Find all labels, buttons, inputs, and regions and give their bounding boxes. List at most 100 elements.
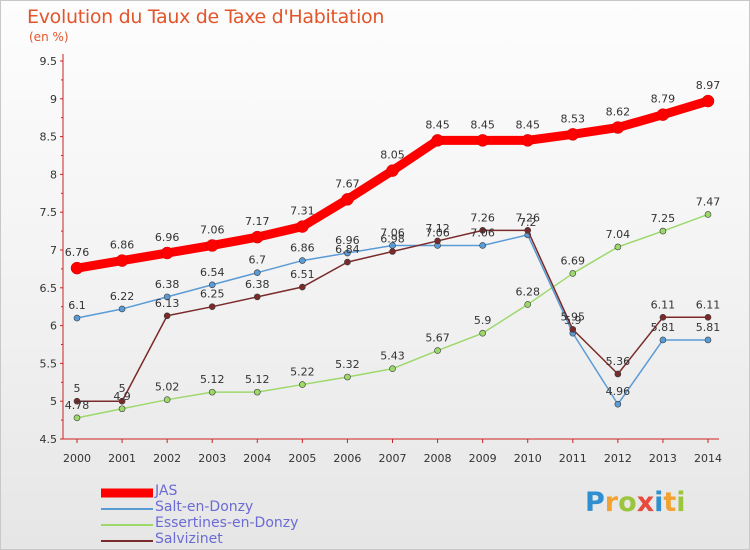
data-label-jas: 7.17 [245, 215, 270, 228]
x-tick-label: 2014 [694, 452, 722, 465]
data-label-salt-en-donzy: 5.81 [651, 321, 676, 334]
x-tick-label: 2001 [108, 452, 136, 465]
data-label-essertines-en-donzy: 5.32 [335, 358, 360, 371]
y-tick-label: 8 [50, 168, 57, 181]
legend-swatch-salt-en-donzy [101, 508, 153, 510]
data-point-salt-en-donzy [614, 400, 622, 408]
data-point-essertines-en-donzy [704, 211, 712, 218]
data-point-salvizinet [118, 397, 126, 405]
data-point-salvizinet [524, 227, 532, 234]
data-label-essertines-en-donzy: 7.47 [696, 195, 721, 208]
data-label-jas: 6.96 [155, 231, 180, 244]
legend-swatch-jas [101, 488, 153, 498]
data-point-jas [431, 134, 444, 147]
y-tick-label: 9.5 [40, 55, 58, 68]
data-point-salt-en-donzy [704, 336, 712, 344]
data-label-jas: 8.45 [425, 118, 450, 131]
legend-label: JAS [155, 483, 178, 499]
x-tick-label: 2005 [288, 452, 316, 465]
data-label-jas: 8.97 [696, 79, 721, 92]
data-label-salt-en-donzy: 6.22 [110, 290, 135, 303]
data-label-salvizinet: 5 [119, 382, 126, 395]
data-point-jas [656, 108, 670, 121]
data-label-jas: 7.31 [290, 205, 315, 218]
data-label-salvizinet: 6.11 [696, 298, 721, 311]
data-point-jas [160, 246, 174, 260]
x-tick-label: 2012 [604, 452, 632, 465]
x-tick-label: 2009 [469, 452, 497, 465]
data-point-jas [476, 134, 489, 147]
data-label-salvizinet: 5.36 [606, 355, 631, 368]
data-point-essertines-en-donzy [163, 396, 171, 403]
data-point-jas [386, 164, 399, 177]
data-label-essertines-en-donzy: 7.25 [651, 212, 676, 225]
brand-logo: Proxiti [585, 487, 686, 518]
data-label-salvizinet: 5 [74, 382, 81, 395]
data-label-essertines-en-donzy: 6.28 [515, 285, 540, 298]
x-tick-label: 2008 [424, 452, 452, 465]
chart-title: Evolution du Taux de Taxe d'Habitation [27, 6, 385, 28]
y-tick-label: 9 [50, 93, 57, 106]
data-labels-layer: 6.76 6.86 6.96 7.06 7.17 7.31 7.67 8.05 8.45 8.45… [65, 79, 721, 412]
data-point-salvizinet [389, 248, 396, 255]
data-point-salt-en-donzy [208, 281, 216, 289]
data-point-essertines-en-donzy [73, 414, 81, 422]
data-point-salt-en-donzy [344, 249, 351, 257]
x-tick-label: 2010 [514, 452, 542, 465]
data-point-salvizinet [479, 227, 486, 234]
legend-swatch-salvizinet [101, 540, 153, 542]
data-label-salt-en-donzy: 5.9 [564, 314, 582, 327]
chart-subtitle: (en %) [29, 30, 69, 44]
y-tick-label: 5 [50, 395, 57, 408]
data-point-salt-en-donzy [163, 293, 171, 301]
data-label-essertines-en-donzy: 7.04 [606, 228, 631, 241]
data-point-jas [341, 193, 354, 206]
data-label-salvizinet: 6.38 [245, 278, 270, 291]
legend-swatch-essertines-en-donzy [101, 524, 153, 526]
data-label-essertines-en-donzy: 4.9 [113, 390, 131, 403]
data-label-jas: 7.67 [335, 177, 360, 190]
series-layer [70, 94, 715, 422]
data-label-essertines-en-donzy: 6.69 [561, 254, 586, 267]
legend-label: Salvizinet [155, 531, 223, 547]
data-point-jas [251, 230, 264, 244]
x-tick-label: 2004 [243, 452, 271, 465]
axes: 4.5 5 5.5 6 6.5 7 7.5 8 8.5 9 9.5 2000 2001 2002 2003 2… [40, 54, 722, 465]
data-point-essertines-en-donzy [344, 373, 351, 381]
data-point-jas [611, 121, 625, 134]
data-label-salt-en-donzy: 7.06 [470, 226, 495, 239]
x-tick-label: 2003 [198, 452, 226, 465]
legend-label: Essertines-en-Donzy [155, 515, 299, 531]
data-point-salt-en-donzy [659, 336, 667, 344]
data-point-essertines-en-donzy [208, 388, 216, 396]
data-point-essertines-en-donzy [569, 270, 577, 277]
y-tick-label: 7.5 [40, 206, 58, 219]
data-point-jas [296, 220, 309, 233]
data-label-salvizinet: 7.26 [470, 211, 495, 224]
data-label-salvizinet: 7.26 [515, 211, 540, 224]
data-point-salvizinet [253, 293, 261, 301]
data-point-salvizinet [163, 312, 171, 320]
data-point-salvizinet [73, 397, 81, 405]
data-label-salt-en-donzy: 6.96 [335, 234, 360, 247]
data-label-salvizinet: 6.11 [651, 298, 676, 311]
data-label-jas: 7.06 [200, 223, 225, 236]
data-point-jas [521, 134, 534, 147]
data-point-essertines-en-donzy [253, 388, 261, 396]
y-tick-label: 8.5 [40, 131, 58, 144]
data-label-salvizinet: 6.84 [335, 243, 360, 256]
data-point-essertines-en-donzy [479, 329, 486, 337]
data-label-jas: 8.45 [515, 118, 540, 131]
data-label-salt-en-donzy: 4.96 [606, 385, 631, 398]
series-line-salt-en-donzy [76, 234, 709, 405]
data-point-salt-en-donzy [118, 305, 126, 313]
data-label-jas: 8.45 [470, 118, 495, 131]
data-point-essertines-en-donzy [614, 243, 622, 251]
data-point-essertines-en-donzy [299, 381, 306, 388]
data-label-essertines-en-donzy: 5.67 [425, 332, 450, 345]
data-label-essertines-en-donzy: 5.9 [474, 314, 492, 327]
data-label-salvizinet: 5.95 [561, 310, 586, 323]
data-label-essertines-en-donzy: 5.02 [155, 381, 180, 394]
data-point-jas [701, 94, 715, 108]
